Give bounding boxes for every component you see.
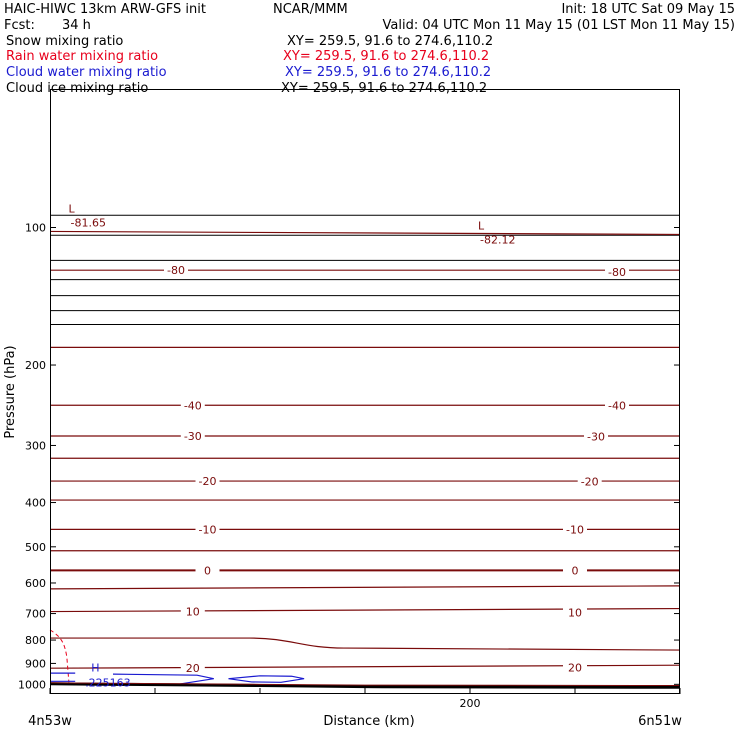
terrain-line-path [49,682,681,689]
legend: Snow mixing ratio XY= 259.5, 91.6 to 274… [6,34,493,96]
y-tick-label: 300 [25,439,46,452]
extremum-marker: L [69,203,76,216]
extrema-markers: L-81.65 L-82.12H.225163 [69,203,516,690]
y-tick-label: 100 [25,222,46,235]
isotherm-line [50,637,681,651]
axis-ticks [49,227,681,694]
isotherm-label: -80 [608,266,626,279]
isotherm-label-bg [584,429,608,443]
isotherm-label: -20 [199,475,217,488]
header: HAIC-HIWC 13km ARW-GFS init NCAR/MMM Ini… [4,2,735,33]
extremum-value: .225163 [85,676,131,689]
isotherm-label-bg [180,398,205,412]
x-tick-label: 200 [460,697,481,710]
x-axis-title: Distance (km) [323,714,414,729]
valid-label: Valid: 04 UTC Mon 11 May 15 (01 LST Mon … [383,18,735,33]
isotherm-line [49,585,681,590]
extremum-marker: L [478,220,485,233]
theta-contours [50,214,680,325]
legend-label-cloud-ice: Cloud ice mixing ratio [6,81,148,96]
isotherm-label: -10 [199,523,217,536]
isotherm-label-bg [605,264,629,278]
legend-xy-rain: XY= 259.5, 91.6 to 274.6,110.2 [283,49,489,64]
isotherm-label-bg [605,398,629,412]
extremum-value: -81.65 [71,217,106,230]
extremum-value: -82.12 [480,234,515,247]
isotherm-label-bg [577,474,602,488]
isotherm-label-bg [563,605,587,619]
x-end-label: 6n51w [638,714,682,729]
model-title: HAIC-HIWC 13km ARW-GFS init [4,2,206,17]
isotherm-label: 0 [572,564,579,577]
isotherm-label-bg [563,522,587,536]
isotherm-label: -30 [587,431,605,444]
isotherm-label-bg [164,263,188,277]
isotherm-contours [49,230,681,669]
isotherm-label: 20 [568,661,582,674]
isotherm-label: -30 [184,430,202,443]
y-tick-label: 600 [25,577,46,590]
isotherm-label: -20 [581,476,599,489]
agency-label: NCAR/MMM [273,2,348,17]
fcst-label: Fcst: [4,18,35,33]
y-tick-label: 500 [25,541,46,554]
legend-xy-cloud-ice: XY= 259.5, 91.6 to 274.6,110.2 [281,81,487,96]
legend-label-snow: Snow mixing ratio [6,34,123,49]
legend-label-cloud-water: Cloud water mixing ratio [6,65,167,80]
init-label: Init: 18 UTC Sat 09 May 15 [561,2,735,17]
isotherm-label: -40 [608,399,626,412]
legend-xy-cloud-water: XY= 259.5, 91.6 to 274.6,110.2 [285,65,491,80]
y-tick-label: 900 [25,657,46,670]
isotherm-label-bg [563,563,587,577]
isotherm-label-bg [195,522,220,536]
y-tick-label: 200 [25,359,46,372]
isotherm-line [49,230,681,236]
isotherm-label: -10 [566,523,584,536]
isotherm-label-bg [195,474,220,488]
y-tick-label: 800 [25,634,46,647]
isotherm-label-bg [180,428,205,442]
isotherm-label: -40 [184,399,202,412]
isotherm-label-bg [180,661,205,675]
cloud-contour [228,675,305,683]
isotherm-label-bg [180,604,205,618]
isotherm-label-bg [563,660,587,674]
isotherm-labels: -80 -80 -40 -40 -30 -30 -20 -20 -10 -10 0 0 10 10 20 20 [164,263,629,675]
x-start-label: 4n53w [28,714,72,729]
isotherm-label: -80 [167,264,185,277]
fcst-value: 34 h [62,18,91,33]
legend-label-rain: Rain water mixing ratio [6,49,158,64]
y-axis-title: Pressure (hPa) [3,345,18,438]
y-tick-label: 700 [25,608,46,621]
isotherm-label: 20 [186,662,200,675]
isotherm-label: 10 [568,607,582,620]
extremum-marker: H [91,661,99,674]
terrain-line [49,682,681,689]
isotherm-label: 10 [186,606,200,619]
y-tick-label: 400 [25,497,46,510]
isotherm-label: 0 [204,564,211,577]
y-tick-label: 1000 [18,678,46,691]
surface-isotherm [49,682,681,687]
plot-frame [50,89,680,694]
isotherm-label-bg [195,563,220,577]
legend-xy-snow: XY= 259.5, 91.6 to 274.6,110.2 [287,34,493,49]
